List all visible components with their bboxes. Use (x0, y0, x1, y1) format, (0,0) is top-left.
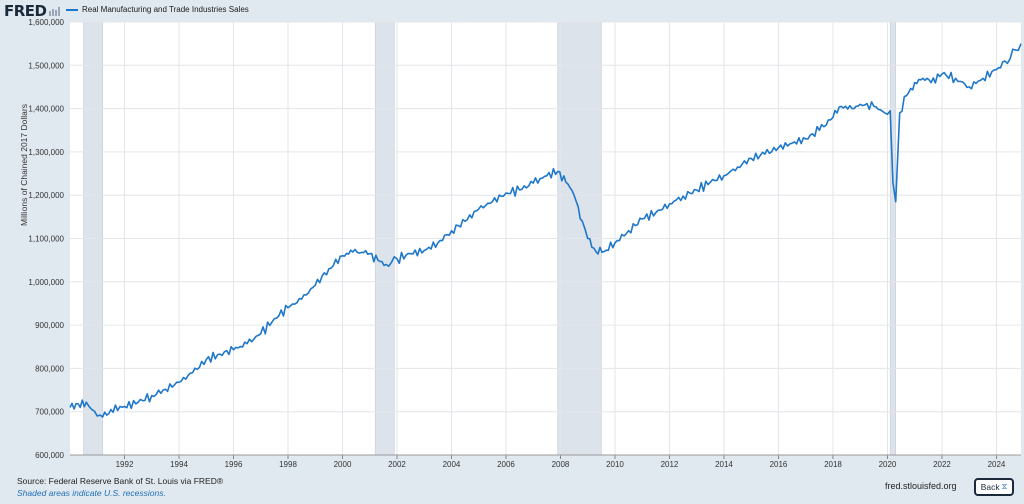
y-tick-label: 1,400,000 (28, 105, 64, 114)
source-text: Source: Federal Reserve Bank of St. Loui… (17, 476, 224, 486)
y-tick-label: 1,000,000 (28, 278, 64, 287)
x-tick-label: 2000 (334, 460, 352, 469)
x-tick-label: 2020 (879, 460, 897, 469)
y-tick-label: 1,300,000 (28, 148, 64, 157)
x-tick-label: 1992 (116, 460, 134, 469)
x-tick-label: 1998 (279, 460, 297, 469)
y-tick-label: 700,000 (35, 408, 64, 417)
y-tick-label: 1,200,000 (28, 191, 64, 200)
chart-logo-icon (49, 7, 60, 16)
collapse-icon: ⧖ (1001, 482, 1008, 491)
site-link[interactable]: fred.stlouisfed.org (885, 481, 957, 491)
x-tick-label: 2010 (606, 460, 624, 469)
x-tick-label: 2002 (388, 460, 406, 469)
fred-logo[interactable]: FRED (4, 2, 47, 20)
back-button[interactable]: Back ⧖ (974, 478, 1014, 496)
x-tick-label: 2006 (497, 460, 515, 469)
x-tick-label: 1996 (225, 460, 243, 469)
y-tick-label: 600,000 (35, 451, 64, 460)
x-tick-label: 2024 (988, 460, 1006, 469)
x-tick-label: 2022 (933, 460, 951, 469)
x-tick-label: 2018 (824, 460, 842, 469)
recession-note: Shaded areas indicate U.S. recessions. (17, 488, 166, 498)
chart-legend[interactable]: Real Manufacturing and Trade Industries … (66, 5, 249, 14)
y-tick-label: 800,000 (35, 364, 64, 373)
y-tick-label: 1,500,000 (28, 61, 64, 70)
footer: Source: Federal Reserve Bank of St. Loui… (17, 476, 223, 498)
x-tick-label: 2004 (443, 460, 461, 469)
series-line (69, 43, 1022, 418)
header-bar: FRED Real Manufacturing and Trade Indust… (0, 0, 1024, 22)
y-tick-label: 900,000 (35, 321, 64, 330)
x-tick-label: 2014 (715, 460, 733, 469)
x-tick-label: 2016 (770, 460, 788, 469)
y-tick-label: 1,100,000 (28, 235, 64, 244)
legend-swatch (66, 8, 78, 11)
x-tick-label: 2012 (661, 460, 679, 469)
y-tick-label: 1,600,000 (28, 18, 64, 27)
back-button-label: Back (980, 482, 1000, 492)
x-tick-label: 2008 (552, 460, 570, 469)
x-tick-label: 1994 (170, 460, 188, 469)
legend-label: Real Manufacturing and Trade Industries … (82, 5, 249, 14)
